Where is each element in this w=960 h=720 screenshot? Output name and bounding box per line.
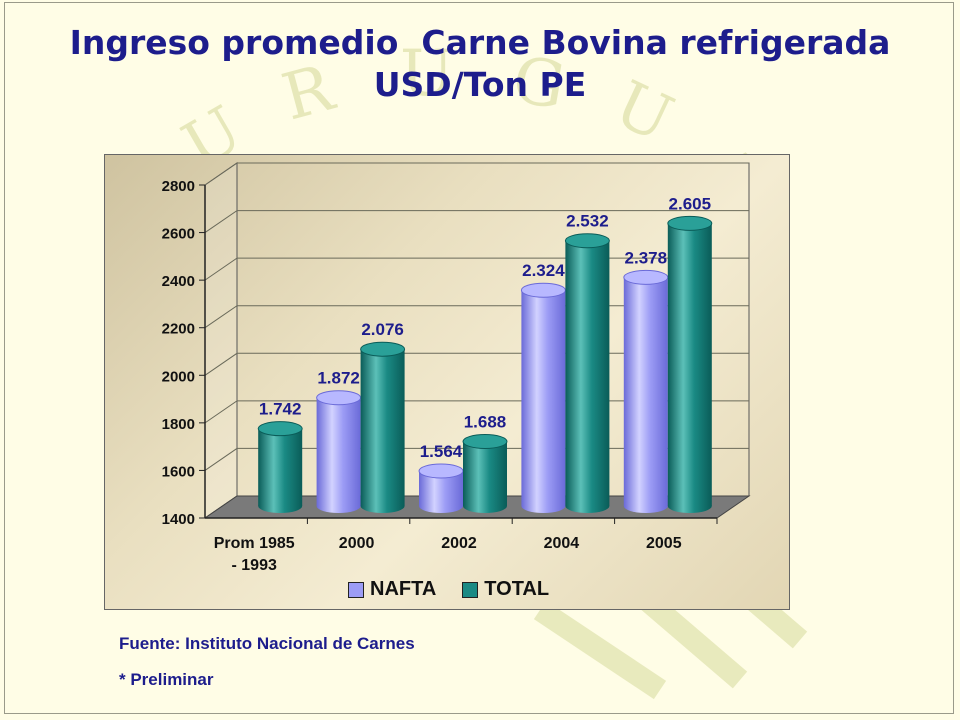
title-line-1: Ingreso promedio Carne Bovina refrigerad…	[69, 23, 891, 62]
bar-total	[564, 233, 610, 513]
svg-text:G: G	[507, 43, 570, 125]
bar-chart: 1400 1600 1800 2000 2200 2400 2600 2800 1.742 Pro…	[162, 162, 751, 574]
legend-label-nafta: NAFTA	[370, 578, 437, 600]
data-label: 1.688	[464, 412, 507, 431]
data-label: 2.324	[522, 261, 565, 280]
y-tick-label: 2000	[162, 368, 195, 385]
title-line-2: USD/Ton PE	[373, 65, 587, 104]
data-label: 1.564	[420, 442, 463, 461]
data-label: 2.532	[566, 212, 609, 231]
bar-nafta	[623, 269, 669, 513]
y-tick-label: 2400	[162, 273, 195, 290]
gridline	[204, 162, 749, 186]
x-tick-label: 2005	[646, 535, 682, 552]
y-tick-label: 1800	[162, 416, 195, 433]
bar-total	[667, 215, 713, 513]
legend-item-nafta: NAFTA	[348, 578, 436, 601]
y-tick-label: 2600	[162, 226, 195, 243]
legend-swatch-total	[462, 581, 479, 598]
bar-total	[462, 433, 508, 513]
source-note: Fuente: Instituto Nacional de Carnes	[119, 634, 415, 653]
x-tick-label: 2000	[339, 535, 375, 552]
bar-nafta	[520, 282, 566, 513]
x-tick-label: Prom 1985	[214, 535, 295, 552]
y-tick-label: 2800	[162, 178, 195, 195]
y-tick-label: 2200	[162, 321, 195, 338]
data-label: 1.742	[259, 400, 302, 419]
svg-text:U: U	[400, 37, 454, 111]
legend-label-total: TOTAL	[484, 578, 550, 600]
gridline	[204, 210, 749, 233]
legend-swatch-nafta	[348, 581, 364, 598]
legend-item-total: TOTAL	[462, 578, 549, 601]
x-tick-label: 2004	[544, 535, 580, 552]
bar-nafta	[316, 390, 362, 513]
chart-title: Ingreso promedio Carne Bovina refrigerad…	[0, 22, 960, 106]
bar-total	[257, 421, 303, 513]
data-label: 2.378	[625, 248, 668, 267]
data-label: 2.076	[361, 320, 404, 339]
bar-nafta	[418, 463, 464, 513]
data-label: 2.605	[669, 194, 712, 213]
x-tick-label: - 1993	[232, 557, 277, 574]
slide-frame	[4, 2, 954, 714]
preliminary-note: * Preliminar	[119, 670, 214, 689]
data-label: 1.872	[317, 369, 360, 388]
y-tick-label: 1400	[162, 511, 195, 528]
y-tick-label: 1600	[162, 463, 195, 480]
bar-total	[360, 341, 406, 513]
chart-area: 1400 1600 1800 2000 2200 2400 2600 2800 1.742 Pro…	[104, 154, 790, 610]
x-tick-label: 2002	[441, 535, 477, 552]
chart-legend: NAFTA TOTAL	[348, 578, 549, 601]
